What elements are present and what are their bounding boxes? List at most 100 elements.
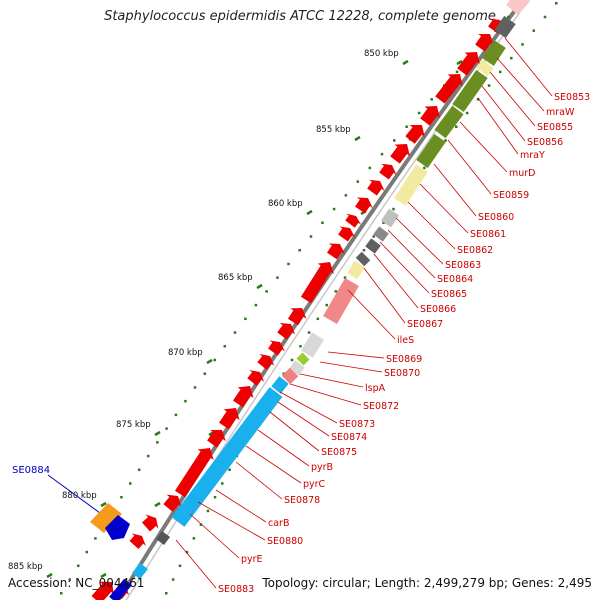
gene-leader-line xyxy=(373,253,419,309)
scale-label: 865 kbp xyxy=(218,273,253,283)
gene-label[interactable]: SE0855 xyxy=(537,122,573,133)
scale-tick xyxy=(199,523,203,526)
scale-tick xyxy=(487,84,491,87)
scale-tick xyxy=(344,194,348,197)
scale-tick xyxy=(60,592,63,595)
scale-tick xyxy=(532,29,535,32)
scale-tick xyxy=(382,221,385,225)
gene-label[interactable]: SE0861 xyxy=(470,229,506,240)
gene-leader-line xyxy=(299,373,364,388)
scale-tick xyxy=(521,43,524,46)
forward-genes xyxy=(91,18,506,600)
gene-label[interactable]: SE0856 xyxy=(527,137,563,148)
forward-gene-arrow xyxy=(338,226,356,242)
major-tick xyxy=(456,59,463,66)
orange-gene-block xyxy=(90,503,122,533)
gene-label[interactable]: SE0875 xyxy=(321,447,357,458)
scale-label: 885 kbp xyxy=(8,562,43,572)
gene-label[interactable]: SE0860 xyxy=(478,212,514,223)
forward-gene-arrow xyxy=(345,213,362,228)
major-tick xyxy=(256,283,263,290)
gene-label[interactable]: pyrE xyxy=(241,554,263,565)
gene-leader-line xyxy=(407,201,456,250)
gene-leader-line xyxy=(277,401,330,437)
gene-label[interactable]: SE0880 xyxy=(267,536,303,547)
gene-label[interactable]: SE0872 xyxy=(363,401,399,412)
gene-label[interactable]: SE0867 xyxy=(407,319,443,330)
scale-tick xyxy=(165,592,168,595)
gene-leader-line xyxy=(419,183,469,234)
scale-tick xyxy=(423,166,426,170)
highlight-gene-label[interactable]: SE0884 xyxy=(12,465,50,476)
gene-leader-line xyxy=(215,489,267,523)
scale-tick xyxy=(555,2,558,5)
gene-label[interactable]: SE0863 xyxy=(445,260,481,271)
gene-label[interactable]: pyrB xyxy=(311,462,333,473)
scale-tick xyxy=(444,139,447,142)
gene-label[interactable]: lspA xyxy=(365,383,386,394)
scale-tick xyxy=(165,427,168,430)
gene-labels: SE0853 mraW SE0855 SE0856 mraY murD SE0859 SE08… xyxy=(175,37,590,595)
scale-tick xyxy=(244,317,247,321)
gene-leader-line xyxy=(387,229,436,279)
scale-tick xyxy=(213,358,216,362)
scale-tick xyxy=(325,303,328,307)
scale-tick xyxy=(392,207,395,211)
gene-leader-line xyxy=(347,289,396,340)
major-tick xyxy=(154,501,161,508)
cog-block xyxy=(132,562,148,580)
scale-tick xyxy=(171,578,175,581)
cog-block xyxy=(289,360,305,376)
gene-label[interactable]: mraY xyxy=(520,150,545,161)
gene-leader-line xyxy=(257,429,310,467)
cog-block xyxy=(416,134,446,168)
gene-label[interactable]: SE0883 xyxy=(218,584,254,595)
gene-label[interactable]: SE0873 xyxy=(339,419,375,430)
scale-tick xyxy=(192,537,196,540)
scale-tick xyxy=(307,331,311,334)
scale-label: 875 kbp xyxy=(116,420,151,430)
forward-gene-arrow xyxy=(457,52,480,76)
major-tick xyxy=(402,59,409,66)
gene-label[interactable]: SE0870 xyxy=(384,368,420,379)
gene-label[interactable]: SE0874 xyxy=(331,432,367,443)
gene-label[interactable]: SE0869 xyxy=(386,354,422,365)
scale-tick xyxy=(343,276,347,279)
gene-label[interactable]: SE0866 xyxy=(420,304,456,315)
gene-label[interactable]: ileS xyxy=(397,335,414,346)
highlight-feature: SE0884 xyxy=(12,465,130,540)
gene-label[interactable]: SE0865 xyxy=(431,289,467,300)
forward-gene-arrow xyxy=(435,74,463,104)
scale-tick xyxy=(156,441,159,444)
gene-leader-line xyxy=(197,501,266,541)
forward-gene-arrow xyxy=(257,354,275,370)
scale-tick xyxy=(213,495,217,499)
gene-label[interactable]: pyrC xyxy=(303,479,326,490)
cog-block xyxy=(281,367,299,385)
gene-leader-line xyxy=(496,57,545,112)
forward-gene-arrow xyxy=(300,262,334,304)
gene-leader-line xyxy=(289,383,362,406)
gene-label[interactable]: SE0862 xyxy=(457,245,493,256)
scale-tick xyxy=(298,248,301,252)
gene-label[interactable]: SE0853 xyxy=(554,92,590,103)
gene-label[interactable]: SE0859 xyxy=(493,190,529,201)
cog-block xyxy=(452,69,488,113)
gene-leader-line xyxy=(504,37,553,97)
gene-label[interactable]: mraW xyxy=(546,107,575,118)
gene-leader-line xyxy=(189,513,240,559)
forward-gene-arrow xyxy=(475,34,494,52)
scale-tick xyxy=(455,125,458,128)
gene-label[interactable]: murD xyxy=(509,168,536,179)
gene-label[interactable]: carB xyxy=(268,518,289,529)
gene-leader-line xyxy=(489,71,536,127)
scale-tick xyxy=(203,372,207,375)
scale-tick xyxy=(510,56,513,60)
gene-label[interactable]: SE0864 xyxy=(437,274,473,285)
gene-label[interactable]: SE0878 xyxy=(284,495,320,506)
forward-gene-arrow xyxy=(129,533,146,549)
gene-leader-line xyxy=(363,267,406,324)
forward-gene-arrow xyxy=(233,386,254,408)
topology-label: Topology: circular; Length: 2,499,279 bp… xyxy=(262,576,592,590)
forward-gene-arrow xyxy=(405,125,425,144)
